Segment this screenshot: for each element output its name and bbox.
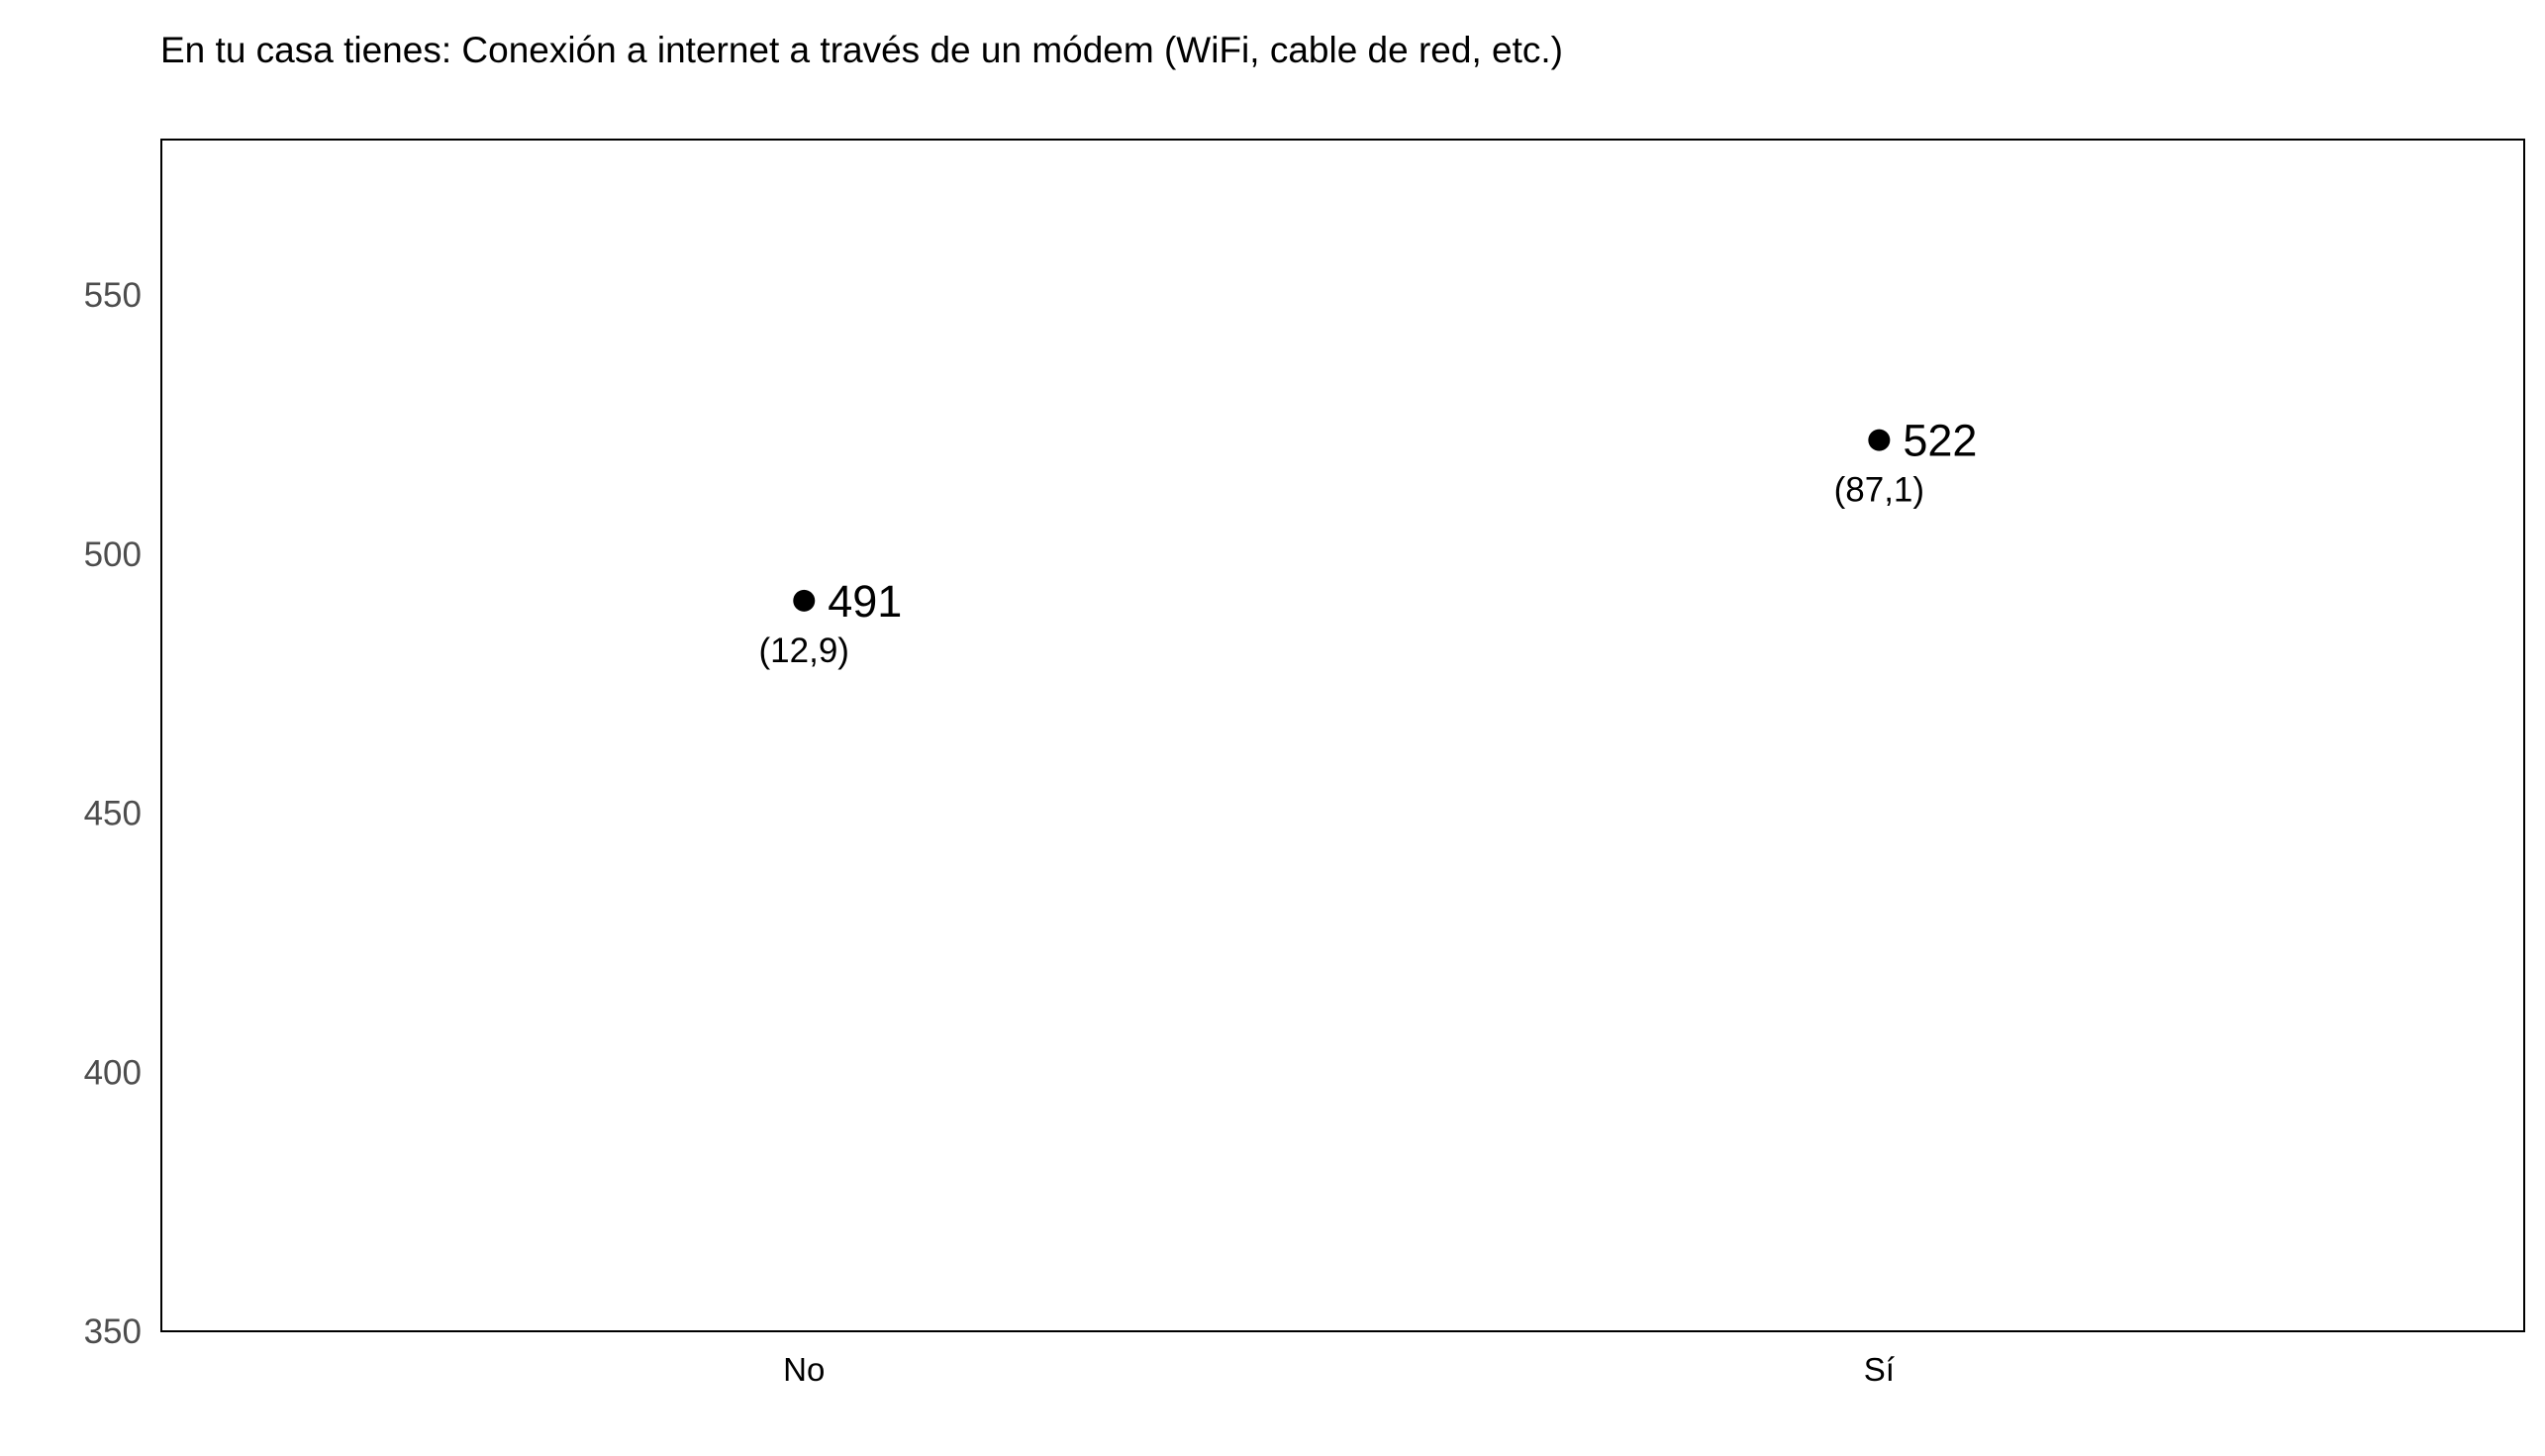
- plot-frame: [160, 139, 2525, 1332]
- y-tick-label: 550: [84, 276, 142, 315]
- x-tick-label: Sí: [1864, 1351, 1895, 1388]
- chart-title: En tu casa tienes: Conexión a internet a…: [160, 30, 1563, 70]
- y-axis-ticks: 350 400 450 500 550: [84, 276, 142, 1351]
- x-tick-label: No: [783, 1351, 825, 1388]
- y-tick-label: 500: [84, 535, 142, 574]
- data-point: [793, 589, 816, 612]
- data-point: [1868, 429, 1891, 451]
- data-percent-label: (12,9): [759, 631, 849, 670]
- y-tick-label: 450: [84, 795, 142, 833]
- y-tick-label: 350: [84, 1312, 142, 1351]
- y-tick-label: 400: [84, 1053, 142, 1092]
- data-value-label: 522: [1903, 416, 1977, 466]
- x-axis-ticks: No Sí: [783, 1351, 1895, 1388]
- data-value-label: 491: [828, 576, 902, 627]
- data-percent-label: (87,1): [1834, 471, 1924, 510]
- data-points: 491 (12,9) 522 (87,1): [759, 416, 1978, 670]
